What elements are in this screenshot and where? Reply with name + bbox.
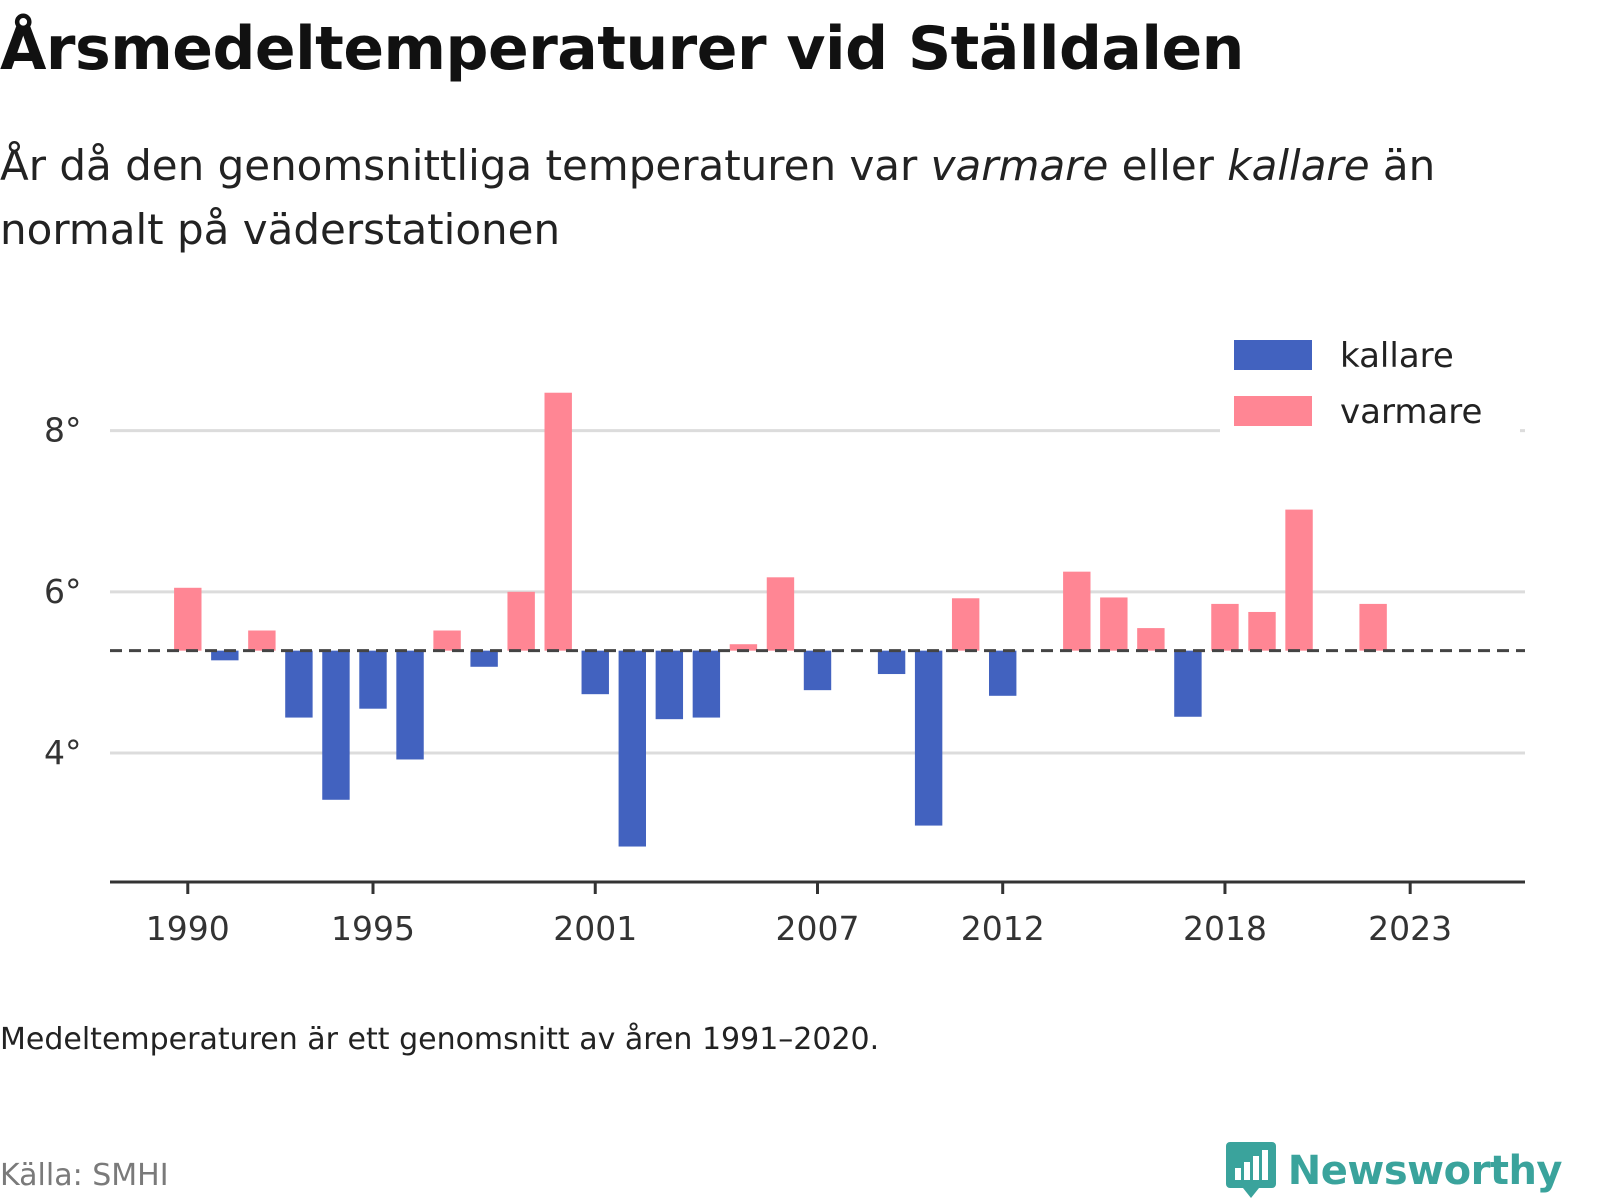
y-axis-labels: 4° 6° 8° bbox=[44, 411, 82, 772]
chart-subtitle: År då den genomsnittliga temperaturen va… bbox=[0, 134, 1520, 262]
bar-2020 bbox=[1285, 509, 1313, 651]
legend-label-varmare: varmare bbox=[1340, 392, 1482, 432]
x-tick-label: 1990 bbox=[146, 909, 230, 948]
bar-2012 bbox=[989, 650, 1017, 696]
bar-2018 bbox=[1211, 603, 1239, 651]
x-tick-label: 2012 bbox=[961, 909, 1045, 948]
source-label: Källa: SMHI bbox=[0, 1158, 169, 1193]
chart-note: Medeltemperaturen är ett genomsnitt av å… bbox=[0, 1022, 880, 1057]
bar-1996 bbox=[396, 650, 424, 760]
bar-1994 bbox=[322, 650, 350, 800]
bar-1997 bbox=[433, 630, 461, 651]
bar-2022 bbox=[1359, 603, 1387, 651]
bar-2007 bbox=[803, 650, 832, 691]
subtitle-text: eller bbox=[1108, 141, 1228, 190]
bar-2004 bbox=[692, 650, 721, 718]
x-tick-label: 2018 bbox=[1183, 909, 1267, 948]
legend-swatch-varmare bbox=[1234, 396, 1312, 426]
subtitle-colder-word: kallare bbox=[1227, 141, 1370, 190]
bar-1998 bbox=[470, 650, 498, 667]
bar-2003 bbox=[655, 650, 684, 720]
y-tick-label: 6° bbox=[44, 572, 82, 611]
legend-swatch-kallare bbox=[1234, 340, 1312, 370]
newsworthy-logo-icon bbox=[1225, 1142, 1276, 1198]
bar-2019 bbox=[1248, 611, 1276, 651]
bar-2002 bbox=[618, 650, 646, 847]
subtitle-text: än normalt på väderstationen bbox=[0, 141, 1436, 254]
temperature-bar-chart: 1990 1995 2001 2007 2012 2018 2023 4° 6° 8° kall… bbox=[44, 330, 1525, 948]
bar-2015 bbox=[1100, 597, 1128, 651]
bar-2009 bbox=[877, 650, 906, 675]
bar-1992 bbox=[248, 630, 276, 651]
bar-2017 bbox=[1174, 650, 1202, 717]
bars bbox=[174, 392, 1387, 847]
brand-logo: Newsworthy bbox=[1225, 1142, 1563, 1200]
subtitle-text: År då den genomsnittliga temperaturen va… bbox=[0, 141, 931, 190]
legend-label-kallare: kallare bbox=[1340, 336, 1454, 376]
x-tick-label: 2001 bbox=[553, 909, 637, 948]
bar-1993 bbox=[285, 650, 313, 718]
subtitle-warmer-word: varmare bbox=[930, 141, 1109, 190]
legend: kallare varmare bbox=[1220, 330, 1520, 440]
bar-2010 bbox=[914, 650, 943, 826]
x-tick-label: 2023 bbox=[1368, 909, 1452, 948]
bar-2011 bbox=[951, 598, 980, 651]
bar-2006 bbox=[766, 577, 795, 651]
y-tick-label: 4° bbox=[44, 733, 82, 772]
bar-2016 bbox=[1137, 628, 1165, 651]
bar-2014 bbox=[1063, 571, 1091, 651]
x-tick-label: 1995 bbox=[331, 909, 415, 948]
x-axis: 1990 1995 2001 2007 2012 2018 2023 bbox=[110, 880, 1525, 948]
bar-2000 bbox=[544, 392, 572, 651]
bar-1990 bbox=[174, 587, 202, 651]
bar-2005 bbox=[729, 644, 758, 651]
chart-title: Årsmedeltemperaturer vid Ställdalen bbox=[0, 14, 1244, 84]
x-tick-label: 2007 bbox=[776, 909, 860, 948]
bar-1999 bbox=[507, 591, 535, 651]
bar-1995 bbox=[359, 650, 387, 709]
brand-name: Newsworthy bbox=[1287, 1148, 1563, 1194]
y-tick-label: 8° bbox=[44, 411, 82, 450]
bar-1991 bbox=[211, 650, 239, 661]
bar-2001 bbox=[581, 650, 609, 695]
